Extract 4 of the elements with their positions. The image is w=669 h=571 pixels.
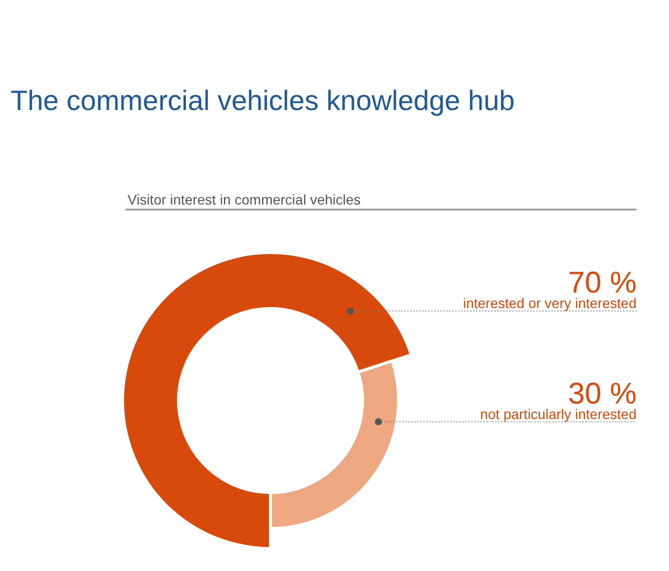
chart-subtitle: Visitor interest in commercial vehicles: [128, 192, 361, 208]
slice-label: interested or very interested: [462, 294, 636, 311]
slice-label: not particularly interested: [480, 406, 637, 422]
chart-title: The commercial vehicles knowledge hub: [10, 85, 515, 116]
